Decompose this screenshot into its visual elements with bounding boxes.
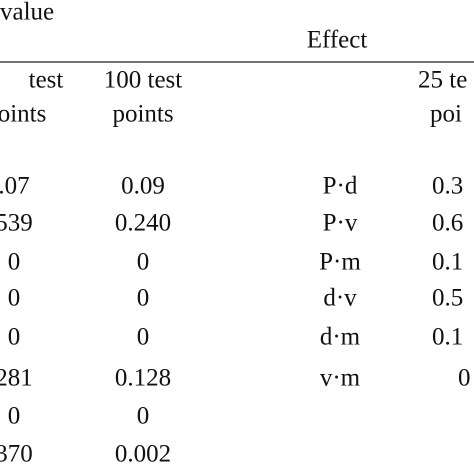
column-header: 100 test <box>104 67 183 94</box>
cell: 0.5 <box>432 285 463 312</box>
cell: 0 <box>8 249 21 276</box>
cell: 0.09 <box>121 173 165 200</box>
cell: 539 <box>0 210 33 237</box>
cell: 0.240 <box>115 210 171 237</box>
group-title: Effect <box>307 27 368 54</box>
cell: 281 <box>0 365 33 392</box>
cell: 0 <box>137 403 150 430</box>
cell: d·m <box>320 324 361 351</box>
cell: 0 <box>137 324 150 351</box>
cell: 0.002 <box>115 441 171 468</box>
column-header: test <box>29 67 64 94</box>
cell: 0 <box>8 324 21 351</box>
cell: 0.6 <box>432 210 463 237</box>
cell: 0 <box>137 249 150 276</box>
cell: .07 <box>0 173 30 200</box>
cell: 0.3 <box>432 173 463 200</box>
cell: 0 <box>8 403 21 430</box>
cell: P·v <box>323 210 358 237</box>
column-header: poi <box>430 101 462 128</box>
group-title: value <box>0 0 54 26</box>
cell: d·v <box>323 285 357 312</box>
cell: P·m <box>319 249 361 276</box>
cell: 0 <box>8 285 21 312</box>
cell: 0 <box>137 285 150 312</box>
cell: 0 <box>458 365 471 392</box>
cell: 0.128 <box>115 365 171 392</box>
cell: 0.1 <box>432 324 463 351</box>
column-header: points <box>112 101 173 128</box>
cell: 370 <box>0 441 33 468</box>
cell: P·d <box>323 173 358 200</box>
cell: v·m <box>320 365 361 392</box>
cell: 0.1 <box>432 249 463 276</box>
column-header: oints <box>0 101 46 128</box>
column-header: 25 te <box>418 67 467 94</box>
